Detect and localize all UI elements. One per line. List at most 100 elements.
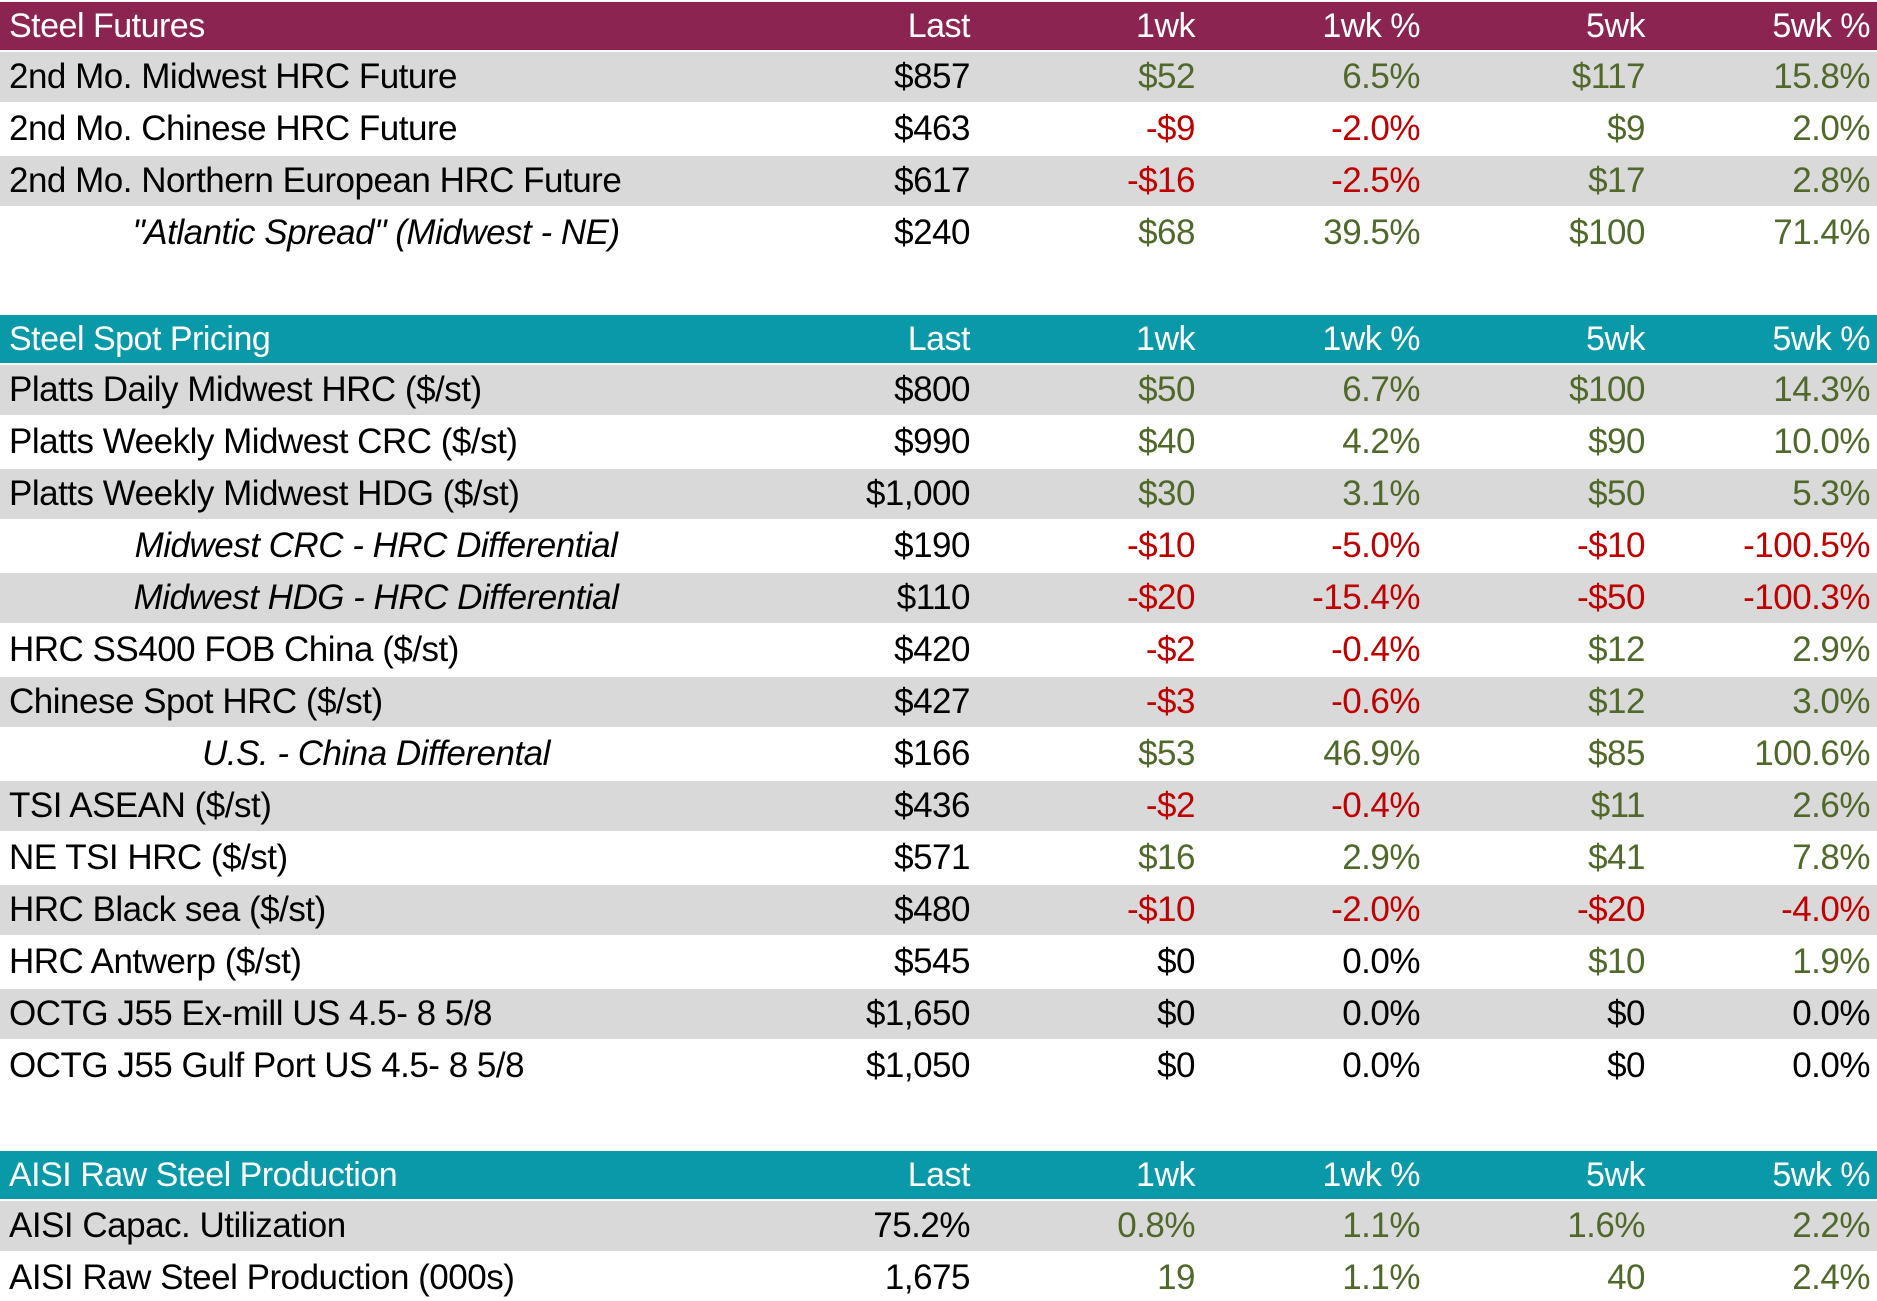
column-header: 5wk % [1772,7,1870,45]
row-label: AISI Raw Steel Production (000s) [9,1258,515,1297]
value-cell: $190 [894,526,970,565]
table-row: HRC SS400 FOB China ($/st) $420 -$2 -0.4% $1… [0,625,1877,677]
section-gap [0,1093,1877,1151]
column-header: 1wk % [1322,1156,1420,1194]
table-row: Platts Weekly Midwest CRC ($/st) $990 $40 4… [0,417,1877,469]
value-cell: $166 [894,734,970,773]
value-cell: $52 [1138,57,1195,96]
value-cell: 1,675 [884,1258,971,1297]
value-cell: 6.5% [1342,57,1420,96]
value-cell: 3.0% [1792,682,1870,721]
value-cell: 100.6% [1754,734,1870,773]
value-cell: 3.1% [1342,474,1420,513]
value-cell: 2.0% [1792,109,1870,148]
value-cell: $17 [1588,161,1645,200]
value-cell: -$20 [1576,890,1646,929]
value-cell: 71.4% [1773,213,1870,252]
value-cell: $857 [894,57,970,96]
table-row: Platts Weekly Midwest HDG ($/st) $1,000 $3… [0,469,1877,521]
value-cell: $617 [894,161,970,200]
column-header: Last [907,7,971,45]
table-row: Midwest CRC - HRC Differential $190 -$10 -5… [0,521,1877,573]
value-cell: 39.5% [1323,213,1420,252]
value-cell: $100 [1569,213,1645,252]
section-gap [0,260,1877,315]
column-header: 1wk % [1322,7,1420,45]
value-cell: $800 [894,370,970,409]
value-cell: -$10 [1126,526,1196,565]
table-row: 2nd Mo. Northern European HRC Future $617… [0,156,1877,208]
column-header: 5wk [1586,1156,1645,1194]
row-label: NE TSI HRC ($/st) [9,838,288,877]
value-cell: $41 [1588,838,1645,877]
value-cell: -$2 [1145,630,1196,669]
value-cell: -$2 [1145,786,1196,825]
value-cell: 0.0% [1342,994,1420,1033]
value-cell: -$20 [1126,578,1196,617]
value-cell: -$3 [1145,682,1196,721]
value-cell: -2.0% [1331,890,1420,929]
value-cell: 46.9% [1323,734,1420,773]
value-cell: 14.3% [1773,370,1870,409]
value-cell: 1.9% [1792,942,1870,981]
value-cell: 2.2% [1792,1206,1870,1245]
value-cell: $480 [894,890,970,929]
column-header: Last [907,1156,971,1194]
value-cell: 6.7% [1342,370,1420,409]
value-cell: $545 [894,942,970,981]
value-cell: $117 [1571,57,1646,96]
value-cell: -$10 [1126,890,1196,929]
section-title: Steel Spot Pricing [9,320,271,358]
value-cell: $50 [1588,474,1645,513]
value-cell: $12 [1588,682,1645,721]
column-header: 5wk % [1772,1156,1870,1194]
table-row: TSI ASEAN ($/st) $436 -$2 -0.4% $11 2.6% [0,781,1877,833]
value-cell: $12 [1588,630,1645,669]
value-cell: $1,000 [865,474,971,513]
value-cell: -2.0% [1331,109,1420,148]
value-cell: 5.3% [1792,474,1870,513]
value-cell: $0 [1157,942,1195,981]
value-cell: $571 [894,838,970,877]
value-cell: $110 [896,578,971,617]
value-cell: 2.9% [1342,838,1420,877]
row-label: Chinese Spot HRC ($/st) [9,682,383,721]
value-cell: -0.6% [1331,682,1420,721]
table-row: NE TSI HRC ($/st) $571 $16 2.9% $41 7.8% [0,833,1877,885]
value-cell: $50 [1138,370,1195,409]
table-row: OCTG J55 Ex-mill US 4.5- 8 5/8 $1,650 $0 0.… [0,989,1877,1041]
value-cell: -15.4% [1312,578,1420,617]
row-label: OCTG J55 Ex-mill US 4.5- 8 5/8 [9,994,492,1033]
value-cell: -100.3% [1743,578,1870,617]
table-row: AISI Capac. Utilization 75.2% 0.8% 1.1% 1.6%… [0,1201,1877,1253]
value-cell: -$50 [1576,578,1646,617]
row-label: Midwest HDG - HRC Differential [133,578,619,617]
value-cell: 75.2% [873,1206,970,1245]
value-cell: 2.4% [1792,1258,1870,1297]
section-header: Steel Futures Last 1wk 1wk % 5wk 5wk % [0,2,1877,52]
row-label: Midwest CRC - HRC Differential [134,526,618,565]
value-cell: $68 [1138,213,1195,252]
value-cell: $100 [1569,370,1645,409]
table-row: U.S. - China Differental $166 $53 46.9% $85 1… [0,729,1877,781]
table-row: Platts Daily Midwest HRC ($/st) $800 $50 6.… [0,365,1877,417]
value-cell: -$9 [1145,109,1196,148]
value-cell: $420 [894,630,970,669]
value-cell: 0.0% [1342,942,1420,981]
row-label: HRC SS400 FOB China ($/st) [9,630,459,669]
value-cell: 40 [1607,1258,1645,1297]
row-label: TSI ASEAN ($/st) [9,786,272,825]
value-cell: $0 [1607,1046,1645,1085]
section-header: AISI Raw Steel Production Last 1wk 1wk % 5wk… [0,1151,1877,1201]
value-cell: 2.6% [1792,786,1870,825]
row-label: AISI Capac. Utilization [9,1206,346,1245]
column-header: 5wk [1586,7,1645,45]
value-cell: -2.5% [1331,161,1420,200]
value-cell: -$16 [1126,161,1196,200]
row-label: 2nd Mo. Midwest HRC Future [9,57,457,96]
row-label: HRC Black sea ($/st) [9,890,326,929]
row-label: 2nd Mo. Northern European HRC Future [9,161,622,200]
value-cell: 0.0% [1342,1046,1420,1085]
row-label: Platts Daily Midwest HRC ($/st) [9,370,482,409]
table-row: HRC Antwerp ($/st) $545 $0 0.0% $10 1.9% [0,937,1877,989]
